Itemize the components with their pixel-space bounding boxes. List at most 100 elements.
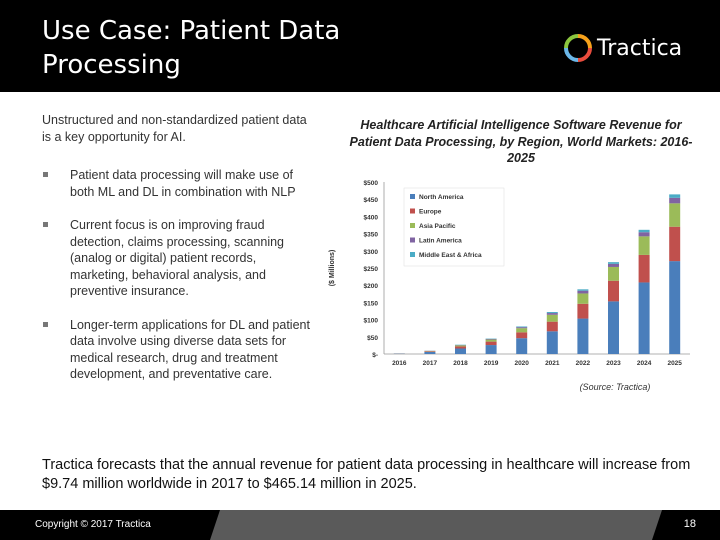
bar-segment [516, 327, 528, 329]
square-bullet-icon [43, 172, 48, 177]
bullet-list: Patient data processing will make use of… [42, 167, 314, 383]
y-tick-label: $250 [364, 266, 379, 273]
y-tick-label: $150 [364, 300, 379, 307]
copyright-text: Copyright © 2017 Tractica [35, 519, 151, 530]
legend-box [403, 187, 505, 267]
bar-segment [669, 194, 681, 198]
bar-segment [516, 326, 528, 328]
bar-segment [485, 339, 497, 342]
bar-segment [608, 280, 619, 302]
bar-segment [546, 312, 558, 314]
y-tick-label: $400 [364, 214, 379, 221]
bar-segment [546, 313, 558, 315]
legend-swatch [410, 252, 415, 257]
title-bar: Use Case: Patient Data Processing Tracti… [0, 0, 720, 92]
y-tick-label: $50 [367, 335, 378, 342]
x-tick-label: 2017 [423, 360, 438, 367]
y-tick-label: $- [372, 352, 378, 359]
legend-label: Asia Pacific [419, 223, 456, 230]
x-tick-label: 2020 [514, 360, 529, 367]
x-tick-label: 2016 [392, 360, 407, 367]
bullet-text: Longer-term applications for DL and pati… [70, 317, 310, 382]
bar-segment [669, 226, 681, 262]
bar-segment [577, 290, 589, 294]
bar-segment [577, 293, 589, 304]
page-number: 18 [683, 518, 696, 530]
title-line-1: Use Case: Patient Data [42, 16, 341, 46]
bar-segment [485, 341, 497, 346]
bar-segment [485, 338, 497, 340]
bar-segment [455, 345, 466, 347]
y-tick-label: $450 [364, 197, 379, 204]
y-tick-label: $350 [364, 232, 379, 239]
legend-label: Middle East & Africa [419, 252, 482, 259]
x-tick-label: 2022 [576, 360, 591, 367]
bar-segment [608, 266, 619, 281]
y-tick-label: $500 [364, 180, 379, 187]
bullet-item: Current focus is on improving fraud dete… [42, 217, 314, 300]
slide-title: Use Case: Patient Data Processing [42, 14, 442, 82]
bar-segment [485, 345, 497, 354]
bar-segment [577, 318, 589, 354]
bar-segment [669, 197, 681, 204]
x-tick-label: 2019 [484, 360, 499, 367]
bar-segment [608, 301, 619, 354]
chart-bars [393, 194, 681, 354]
y-axis-label: ($ Millions) [329, 250, 336, 287]
bar-segment [608, 263, 619, 267]
bullet-text: Current focus is on improving fraud dete… [70, 218, 285, 298]
tractica-logo: Tractica [563, 32, 682, 64]
intro-text: Unstructured and non-standardized patien… [42, 113, 307, 144]
tractica-logo-icon [564, 34, 592, 62]
legend-swatch [410, 208, 415, 214]
bar-segment [546, 314, 558, 322]
bar-segment [638, 236, 650, 255]
footer-band [210, 510, 662, 540]
square-bullet-icon [43, 321, 48, 327]
brand-name: Tractica [597, 35, 683, 61]
bullet-item: Patient data processing will make use of… [42, 167, 314, 200]
bar-segment [577, 289, 589, 291]
bar-segment [516, 328, 528, 333]
legend-swatch [410, 194, 415, 199]
y-tick-label: $200 [364, 283, 379, 290]
bar-segment [638, 254, 650, 283]
bar-segment [577, 303, 589, 319]
legend-label: Latin America [419, 238, 462, 245]
x-tick-label: 2024 [637, 360, 652, 367]
legend-label: North America [419, 194, 464, 201]
left-column: Unstructured and non-standardized patien… [42, 112, 314, 400]
title-line-2: Processing [42, 50, 181, 80]
legend-swatch [410, 237, 415, 243]
x-tick-label: 2025 [667, 360, 682, 367]
bar-segment [424, 351, 436, 352]
chart-axis: $- $50 $100 $150 $200 $250 $300 $350 $400 $450 $50… [329, 180, 690, 367]
revenue-stacked-bar-chart: $- $50 $100 $150 $200 $250 $300 $350 $400 $450 $50… [329, 180, 690, 367]
square-bullet-icon [43, 222, 48, 227]
bar-segment [669, 261, 681, 354]
x-tick-label: 2023 [606, 360, 621, 367]
bar-segment [424, 351, 436, 354]
bar-segment [608, 262, 619, 264]
chart-legend: North America Europe Asia Pacific Latin Ame… [403, 187, 505, 267]
bar-segment [638, 232, 650, 237]
chart-title: Healthcare Artificial Intelligence Softw… [349, 118, 693, 165]
footer-bar: Copyright © 2017 Tractica 18 [0, 510, 720, 540]
bar-segment [669, 203, 681, 227]
bar-segment [638, 282, 650, 354]
chart-source: (Source: Tractica) [579, 382, 651, 392]
bar-segment [546, 331, 558, 354]
bar-segment [546, 321, 558, 332]
legend-swatch [410, 223, 415, 228]
y-tick-label: $300 [364, 249, 379, 256]
bar-segment [638, 229, 650, 233]
legend-label: Europe [419, 209, 442, 216]
y-tick-label: $100 [364, 318, 379, 325]
bullet-item: Longer-term applications for DL and pati… [42, 317, 314, 383]
bar-segment [516, 332, 528, 339]
bullet-text: Patient data processing will make use of… [70, 168, 296, 199]
bar-segment [516, 338, 528, 354]
bar-segment [455, 348, 466, 354]
x-tick-label: 2018 [453, 360, 468, 367]
forecast-summary: Tractica forecasts that the annual reven… [42, 457, 691, 492]
